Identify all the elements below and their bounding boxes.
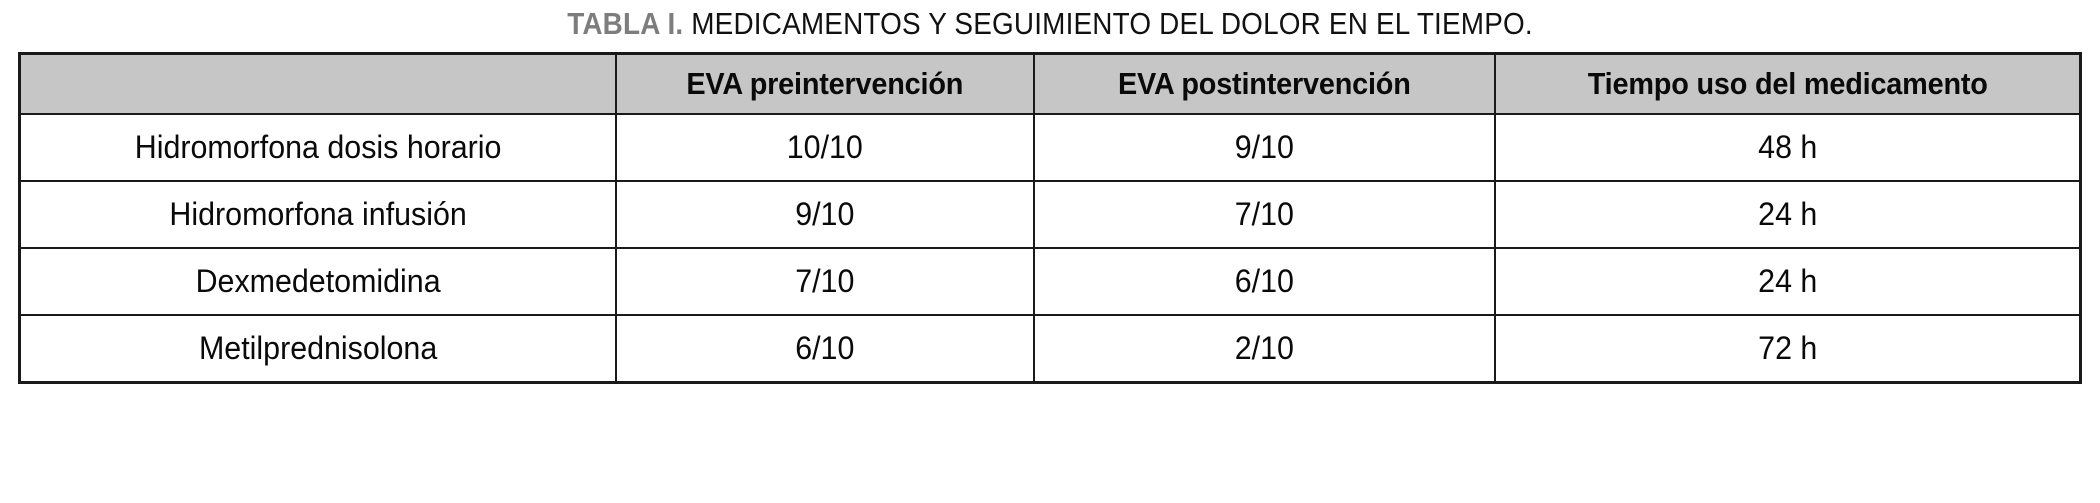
cell-eva-post-text: 9/10 (1234, 129, 1294, 165)
cell-eva-post: 9/10 (1032, 113, 1496, 182)
cell-tiempo: 48 h (1493, 113, 2082, 182)
cell-eva-post: 7/10 (1032, 180, 1496, 249)
table-caption-label: TABLA I. (567, 6, 684, 41)
cell-eva-pre-text: 9/10 (795, 196, 855, 232)
cell-eva-pre: 6/10 (615, 314, 1035, 384)
table-row: Hidromorfona infusión 9/10 7/10 24 h (18, 180, 2082, 249)
table-row: Metilprednisolona 6/10 2/10 72 h (18, 314, 2082, 384)
cell-eva-pre-text: 10/10 (786, 129, 864, 165)
column-header-eva-pre-label: EVA preintervención (686, 66, 964, 101)
column-header-eva-pre: EVA preintervención (615, 52, 1035, 115)
cell-eva-post-text: 7/10 (1234, 196, 1294, 232)
cell-medicamento-text: Metilprednisolona (198, 330, 438, 366)
cell-medicamento-text: Hidromorfona dosis horario (134, 129, 502, 165)
table-row: Dexmedetomidina 7/10 6/10 24 h (18, 247, 2082, 316)
cell-eva-pre-text: 6/10 (795, 330, 855, 366)
cell-tiempo-text: 48 h (1757, 129, 1817, 165)
cell-medicamento: Metilprednisolona (18, 314, 618, 384)
table-caption: TABLA I. MEDICAMENTOS Y SEGUIMIENTO DEL … (105, 0, 1995, 48)
cell-tiempo-text: 24 h (1757, 263, 1817, 299)
table-header: EVA preintervención EVA postintervención… (18, 52, 2082, 115)
cell-eva-post: 6/10 (1032, 247, 1496, 316)
cell-eva-pre-text: 7/10 (795, 263, 855, 299)
cell-eva-pre: 9/10 (615, 180, 1035, 249)
column-header-eva-post: EVA postintervención (1032, 52, 1496, 115)
column-header-eva-post-label: EVA postintervención (1117, 66, 1411, 101)
cell-eva-post-text: 2/10 (1234, 330, 1294, 366)
table-caption-text: MEDICAMENTOS Y SEGUIMIENTO DEL DOLOR EN … (691, 6, 1533, 41)
medications-pain-table: EVA preintervención EVA postintervención… (18, 52, 2082, 384)
cell-medicamento: Hidromorfona infusión (18, 180, 618, 249)
table-body: Hidromorfona dosis horario 10/10 9/10 48… (18, 113, 2082, 384)
column-header-tiempo: Tiempo uso del medicamento (1493, 52, 2082, 115)
cell-eva-pre: 7/10 (615, 247, 1035, 316)
column-header-tiempo-label: Tiempo uso del medicamento (1587, 66, 1988, 101)
cell-eva-post: 2/10 (1032, 314, 1496, 384)
cell-medicamento-text: Dexmedetomidina (195, 263, 441, 299)
cell-medicamento-text: Hidromorfona infusión (169, 196, 467, 232)
cell-tiempo: 24 h (1493, 180, 2082, 249)
column-header-medicamento (18, 52, 618, 115)
cell-eva-post-text: 6/10 (1234, 263, 1294, 299)
cell-tiempo: 72 h (1493, 314, 2082, 384)
table-container: EVA preintervención EVA postintervención… (0, 48, 2100, 384)
cell-tiempo: 24 h (1493, 247, 2082, 316)
cell-medicamento: Dexmedetomidina (18, 247, 618, 316)
table-row: Hidromorfona dosis horario 10/10 9/10 48… (18, 113, 2082, 182)
cell-medicamento: Hidromorfona dosis horario (18, 113, 618, 182)
cell-eva-pre: 10/10 (615, 113, 1035, 182)
cell-tiempo-text: 24 h (1757, 196, 1817, 232)
cell-tiempo-text: 72 h (1757, 330, 1817, 366)
table-header-row: EVA preintervención EVA postintervención… (18, 52, 2082, 115)
